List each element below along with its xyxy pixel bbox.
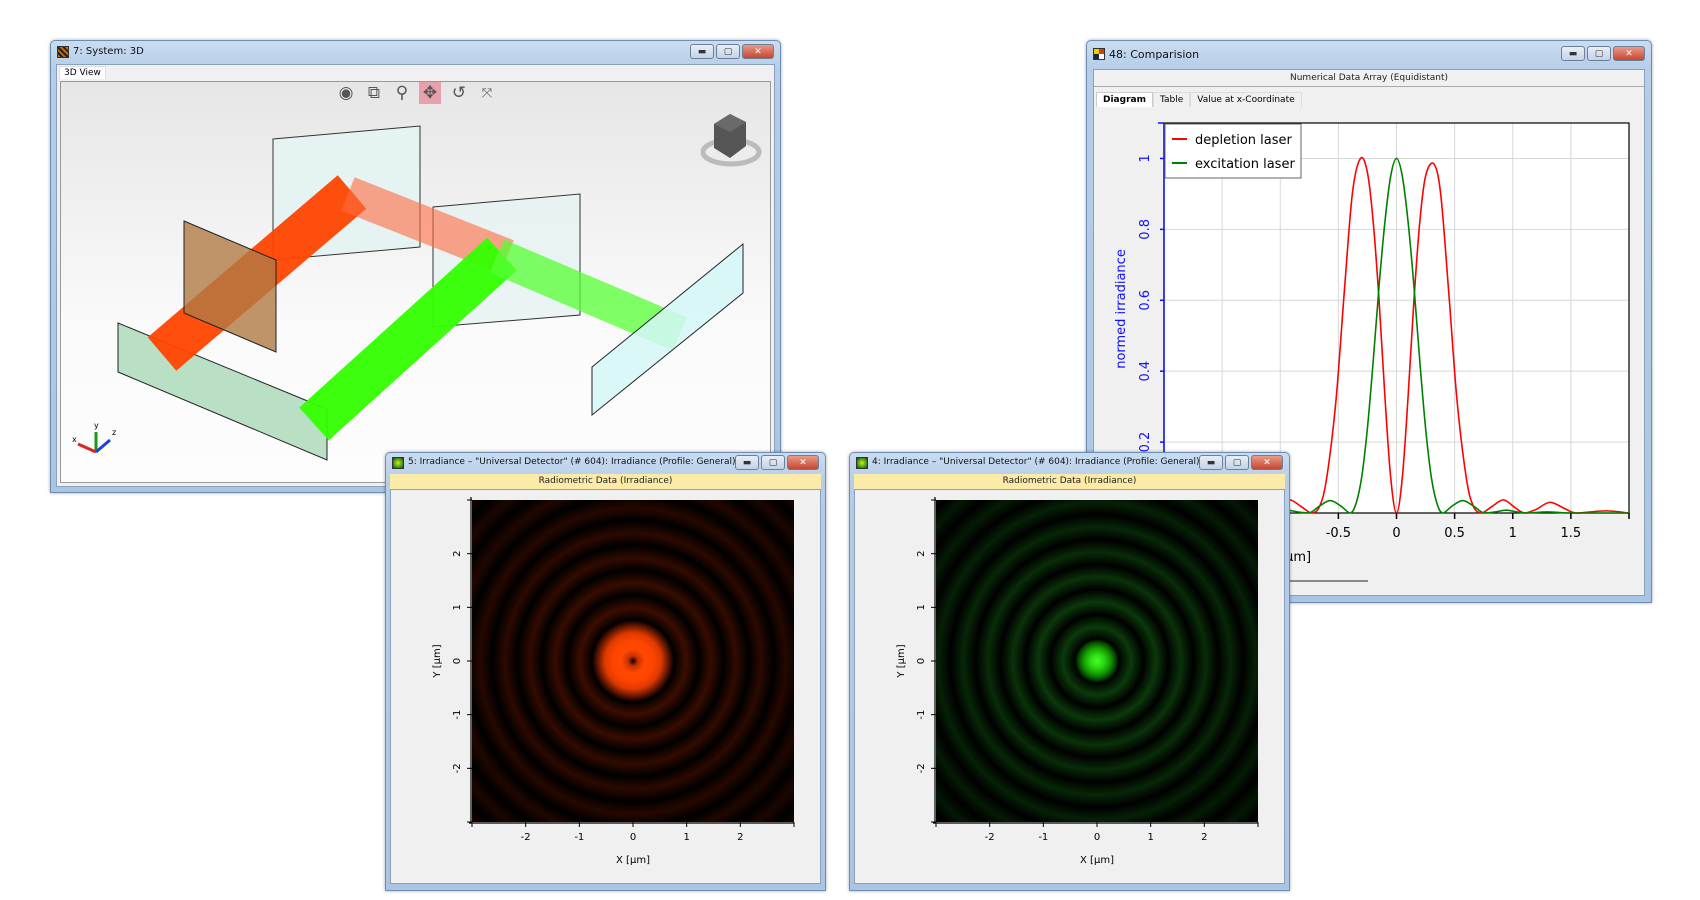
maximize-button[interactable]: ▢ [761, 455, 785, 470]
x-axis-label: X [µm] [1080, 855, 1114, 866]
y-tick-label: 0.4 [1138, 361, 1153, 382]
maximize-button[interactable]: ▢ [1587, 46, 1611, 61]
tab-value-at-x[interactable]: Value at x-Coordinate [1190, 92, 1302, 107]
window-title: 48: Comparision [1109, 48, 1200, 61]
eye-icon[interactable]: ◉ [338, 83, 354, 103]
phase-plate [183, 220, 277, 353]
maximize-button[interactable]: ▢ [716, 44, 740, 59]
comparison-window: 48: Comparision ▬ ▢ ✕ Numerical Data Arr… [1086, 40, 1652, 603]
y-tick-label: -1 [452, 710, 463, 720]
x-tick-label: -2 [985, 832, 995, 843]
x-tick-label: 2 [737, 832, 743, 843]
x-tick-label: -1 [1038, 832, 1048, 843]
data-type-label: Radiometric Data (Irradiance) [854, 474, 1285, 489]
x-tick-label: -1 [574, 832, 584, 843]
window-client: 3D View [56, 64, 775, 487]
y-tick-label: 1 [916, 604, 927, 610]
close-button[interactable]: ✕ [1613, 46, 1645, 61]
y-axis-label: Y [µm] [432, 644, 443, 678]
app-icon [1093, 48, 1105, 60]
x-tick-label: 1.5 [1561, 526, 1582, 541]
window-title: 4: Irradiance – "Universal Detector" (# … [872, 457, 1200, 467]
axis-z-label: z [112, 428, 116, 437]
zoom-icon[interactable]: ⚲ [395, 83, 409, 103]
x-tick-label: -2 [521, 832, 531, 843]
3d-scene: x y z [72, 114, 762, 461]
y-tick-label: -1 [916, 710, 927, 720]
tab-table[interactable]: Table [1152, 92, 1191, 107]
x-tick-label: 0 [630, 832, 636, 843]
axis-x-label: x [72, 435, 77, 444]
y-tick-label: -2 [916, 763, 927, 773]
y-tick-label: 1 [452, 604, 463, 610]
y-tick-label: 1 [1138, 154, 1153, 162]
tab-3d-view[interactable]: 3D View [59, 66, 106, 79]
data-type-label: Radiometric Data (Irradiance) [390, 474, 821, 489]
heatmap-axes: -2 -1 0 1 2 -2 -1 0 1 2 X [µm] Y [µm] [896, 497, 1259, 866]
y-axis-label: Y [µm] [896, 644, 907, 678]
axis-y-label: y [94, 421, 99, 430]
y-tick-label: -2 [452, 763, 463, 773]
x-tick-label: 1 [1147, 832, 1153, 843]
tab-diagram[interactable]: Diagram [1096, 92, 1153, 107]
irradiance-comparison-chart[interactable]: -1.5-1-0.500.511.500.20.40.60.81 normed … [1087, 41, 1653, 604]
y-tick-label: 2 [452, 550, 463, 556]
title-bar[interactable]: 5: Irradiance – "Universal Detector" (# … [386, 453, 825, 473]
y-tick-label: 0 [452, 658, 463, 664]
excitation-beam [299, 237, 517, 441]
x-tick-label: 1 [683, 832, 689, 843]
title-bar[interactable]: 48: Comparision ▬ ▢ ✕ [1087, 41, 1651, 67]
tab-bar: Diagram Table Value at x-Coordinate [1096, 92, 1302, 107]
x-tick-label: 0.5 [1444, 526, 1465, 541]
minimize-button[interactable]: ▬ [735, 455, 759, 470]
minimize-button[interactable]: ▬ [1561, 46, 1585, 61]
y-tick-label: 0.8 [1138, 219, 1153, 240]
x-axis-label: X [µm] [616, 855, 650, 866]
x-tick-label: 1 [1509, 526, 1517, 541]
series-line-excitation [1164, 157, 1629, 514]
irradiance-window-excitation: 4: Irradiance – "Universal Detector" (# … [849, 452, 1290, 891]
y-tick-label: 0.2 [1138, 432, 1153, 453]
window-title: 5: Irradiance – "Universal Detector" (# … [408, 457, 736, 467]
view-cube[interactable] [700, 114, 762, 167]
legend-label-depletion: depletion laser [1195, 133, 1292, 148]
x-tick-label: 2 [1201, 832, 1207, 843]
irradiance-heatmap[interactable] [472, 500, 794, 822]
detector-plane-bottom [117, 322, 328, 461]
close-button[interactable]: ✕ [787, 455, 819, 470]
title-bar[interactable]: 4: Irradiance – "Universal Detector" (# … [850, 453, 1289, 473]
legend-label-excitation: excitation laser [1195, 157, 1295, 172]
y-tick-label: 0.6 [1138, 290, 1153, 311]
zoom-window-icon[interactable]: ⧉ [367, 83, 381, 103]
detector-plane-right [591, 242, 744, 417]
close-button[interactable]: ✕ [742, 44, 774, 59]
minimize-button[interactable]: ▬ [690, 44, 714, 59]
maximize-button[interactable]: ▢ [1225, 455, 1249, 470]
app-icon [392, 457, 404, 469]
window-title: 7: System: 3D [73, 46, 144, 57]
irradiance-window-depletion: 5: Irradiance – "Universal Detector" (# … [385, 452, 826, 891]
irradiance-heatmap[interactable] [936, 500, 1258, 822]
x-tick-label: 0 [1094, 832, 1100, 843]
pan-icon[interactable]: ✥ [419, 82, 441, 104]
app-icon [856, 457, 868, 469]
y-tick-label: 0 [916, 658, 927, 664]
fit-view-icon[interactable]: ⤧ [481, 85, 493, 101]
axis-triad: x y z [72, 421, 116, 454]
title-bar[interactable]: 7: System: 3D ▬ ▢ ✕ [51, 41, 780, 63]
x-tick-label: -0.5 [1326, 526, 1351, 541]
close-button[interactable]: ✕ [1251, 455, 1283, 470]
x-tick-label: 0 [1392, 526, 1400, 541]
y-axis-label: normed irradiance [1114, 249, 1129, 369]
app-icon [57, 46, 69, 58]
data-type-label: Numerical Data Array (Equidistant) [1094, 73, 1644, 87]
system-3d-window: 7: System: 3D ▬ ▢ ✕ 3D View [50, 40, 781, 493]
y-tick-label: 2 [916, 550, 927, 556]
3d-viewport[interactable]: x y z ◉ ⧉ ⚲ ✥ ↺ ⤧ [60, 81, 771, 483]
rotate-icon[interactable]: ↺ [451, 83, 467, 103]
legend: depletion laser excitation laser [1164, 123, 1302, 179]
minimize-button[interactable]: ▬ [1199, 455, 1223, 470]
heatmap-axes: -2 -1 0 1 2 -2 -1 0 1 2 X [µm] Y [µm] [432, 497, 795, 866]
